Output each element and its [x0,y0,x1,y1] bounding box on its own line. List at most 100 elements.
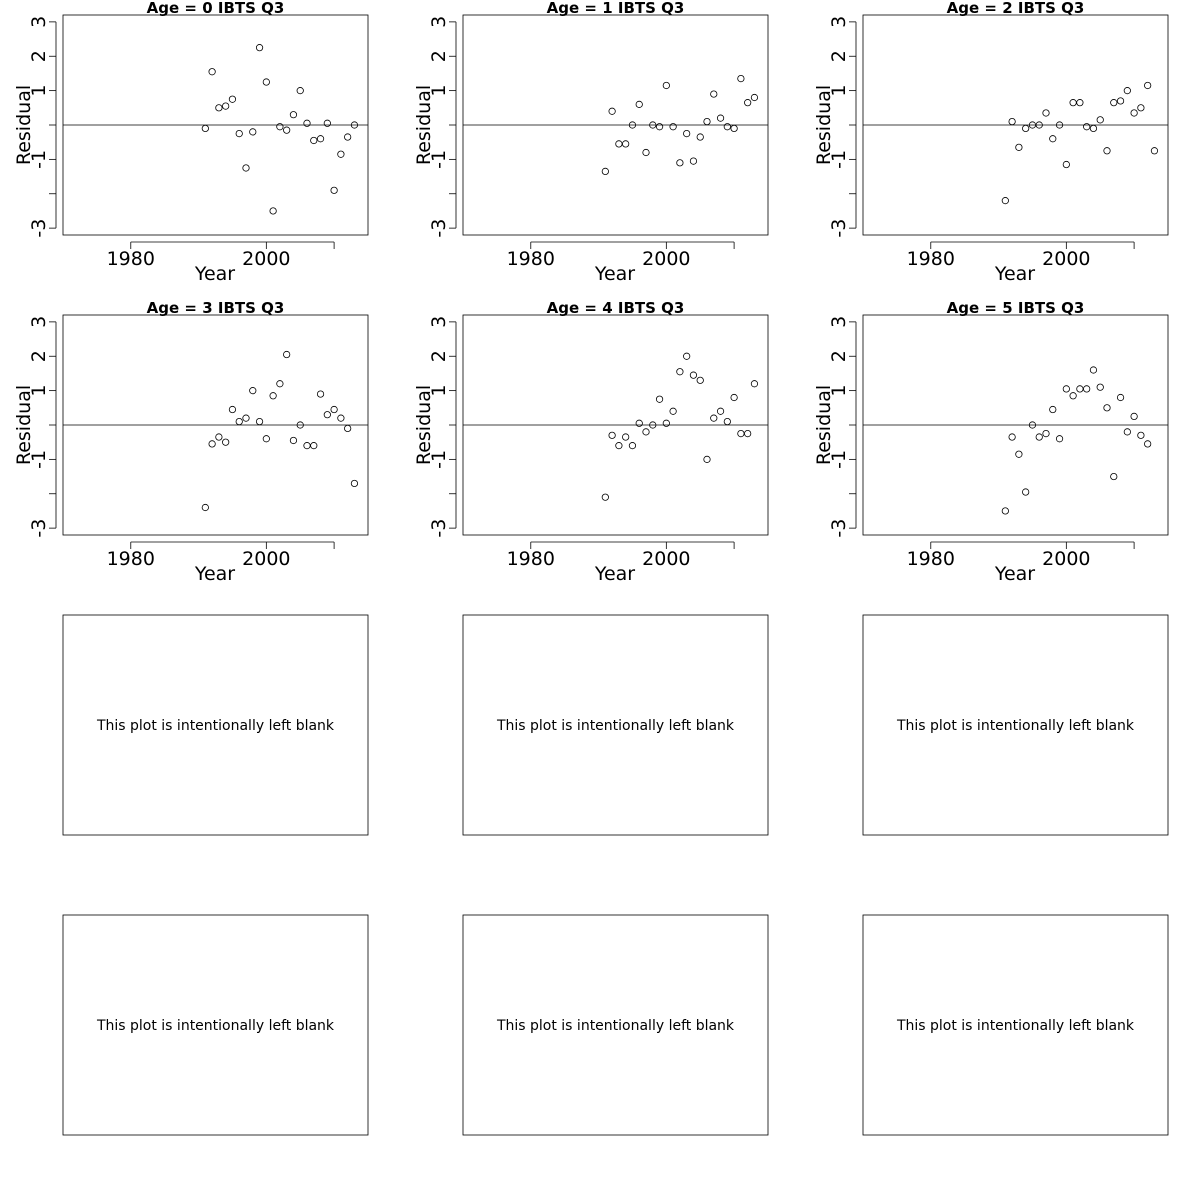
blank-frame [862,614,1169,836]
data-point [703,455,711,463]
blank-panel-5: This plot is intentionally left blank [862,914,1169,1136]
data-point [350,479,359,488]
data-point [723,417,731,426]
data-point [242,414,250,422]
blank-frame [462,914,769,1136]
blank-panel-3: This plot is intentionally left blank [62,914,369,1136]
data-point [669,407,677,415]
data-point [676,368,684,376]
y-tick-label: 3 [428,16,450,28]
data-point [1116,97,1125,105]
x-axis-label: Year [994,563,1035,585]
y-tick-label: -3 [828,219,850,238]
data-point [228,95,237,103]
data-point [344,424,352,433]
data-point [1144,81,1152,90]
data-point [330,186,338,194]
data-point [1150,147,1159,155]
blank-message: This plot is intentionally left blank [896,718,1135,734]
x-tick-label: 1980 [107,548,155,570]
x-axis-label: Year [194,563,235,585]
data-point [1028,421,1037,429]
x-tick-label: 1980 [507,248,555,270]
data-point [1022,488,1030,496]
y-tick-label: 3 [828,316,850,328]
data-point [1110,99,1118,107]
data-point [655,395,664,403]
data-point [208,440,216,448]
x-axis-label: Year [594,563,635,585]
data-point [669,123,677,131]
y-tick-label: -1 [428,450,450,469]
data-point [289,436,298,445]
data-point [1042,429,1050,438]
data-point [289,111,298,119]
panel-title: Age = 0 IBTS Q3 [147,0,285,17]
blank-frame [62,614,369,836]
blank-message: This plot is intentionally left blank [496,718,735,734]
data-point [330,405,338,414]
data-point [1035,433,1043,441]
data-point [1055,121,1064,129]
data-point [255,44,264,52]
y-axis-label: Residual [413,385,435,465]
data-point [689,371,698,379]
data-point [689,157,698,165]
y-tick-label: 3 [28,16,50,28]
data-point [242,164,250,172]
data-point [1083,385,1091,393]
y-tick-label: -1 [428,150,450,169]
data-point [249,387,257,395]
data-point [750,93,759,102]
x-tick-label: 1980 [907,248,955,270]
data-point [316,390,325,398]
y-axis-label: Residual [813,385,835,465]
y-tick-label: -3 [428,519,450,538]
panel-title: Age = 1 IBTS Q3 [547,0,685,17]
data-point [1103,147,1111,155]
data-point [1123,87,1131,95]
data-point [1144,440,1152,448]
data-point [662,81,670,90]
x-axis-label: Year [194,263,235,285]
data-point [215,104,223,112]
blank-panel-0: This plot is intentionally left blank [62,614,369,836]
data-point [608,431,616,439]
x-tick-label: 2000 [1042,548,1090,570]
y-tick-label: 2 [428,50,450,62]
y-tick-label: -3 [28,519,50,538]
y-axis-label: Residual [813,85,835,165]
y-tick-label: -3 [428,219,450,238]
scatter-panel-2: Age = 2 IBTS Q3 -3 -1 1 2 3 1980 2000 Year Residu… [813,0,1169,285]
y-tick-label: -3 [28,219,50,238]
scatter-panel-1: Age = 1 IBTS Q3 -3 -1 1 2 3 1980 2000 Year Residu… [413,0,769,285]
data-point [235,417,243,426]
data-point [730,124,738,133]
panel-title: Age = 4 IBTS Q3 [547,299,685,317]
data-point [696,133,704,141]
panel-title: Age = 5 IBTS Q3 [947,299,1085,317]
data-point [642,428,650,436]
data-point [601,167,609,176]
data-point [1130,412,1138,421]
data-point [1049,405,1057,414]
data-point [628,121,637,129]
data-point [737,429,745,438]
data-point [1008,433,1016,441]
data-point [344,133,352,141]
data-point [337,150,345,158]
data-point [1042,109,1050,117]
data-point [710,414,718,422]
data-point [608,107,616,115]
y-tick-label: 1 [28,385,50,397]
data-point [316,135,325,143]
data-point [228,405,237,414]
y-axis-label: Residual [13,85,35,165]
data-point [303,119,311,127]
data-point [710,90,718,98]
y-tick-label: 1 [428,385,450,397]
data-point [744,429,752,438]
data-point [750,380,759,388]
data-point [201,503,209,512]
data-point [350,121,359,129]
